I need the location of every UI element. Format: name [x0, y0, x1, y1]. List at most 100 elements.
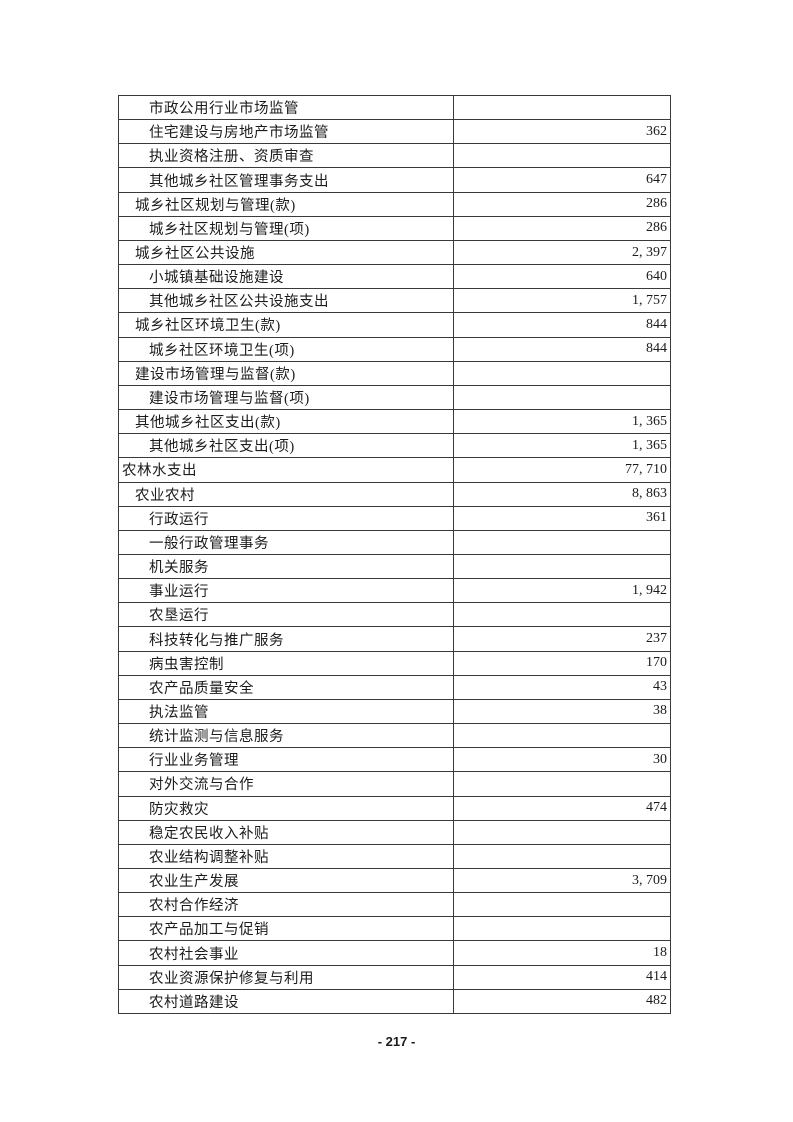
row-amount: 3, 709	[453, 869, 670, 893]
table-row: 城乡社区规划与管理(款) 286	[119, 192, 670, 217]
row-label: 行业业务管理	[149, 753, 239, 770]
row-amount: 474	[453, 796, 670, 820]
row-label: 病虫害控制	[149, 656, 224, 673]
row-label: 农村社会事业	[149, 946, 239, 963]
table-row: 科技转化与推广服务 237	[119, 627, 670, 652]
row-label: 防灾救灾	[149, 801, 209, 818]
row-amount	[453, 361, 670, 385]
row-amount	[453, 917, 670, 941]
row-amount: 482	[453, 989, 670, 1013]
row-amount: 77, 710	[453, 458, 670, 482]
budget-expenditure-table: 市政公用行业市场监管 住宅建设与房地产市场监管 362 执业资格注册、资质审查 其他城乡…	[118, 95, 671, 1014]
page-number: - 217 -	[377, 1034, 416, 1049]
row-amount: 640	[453, 265, 670, 289]
row-amount: 1, 942	[453, 579, 670, 603]
row-amount	[453, 144, 670, 168]
row-label: 城乡社区环境卫生(项)	[149, 342, 295, 359]
row-label: 农业结构调整补贴	[149, 849, 269, 866]
row-label: 其他城乡社区支出(款)	[135, 415, 281, 432]
row-label: 农业生产发展	[149, 874, 239, 891]
row-amount: 362	[453, 120, 670, 144]
row-amount	[453, 772, 670, 796]
table-row: 其他城乡社区管理事务支出 647	[119, 168, 670, 193]
table-row: 农村道路建设 482	[119, 989, 670, 1013]
row-label: 农垦运行	[149, 608, 209, 625]
row-label: 城乡社区规划与管理(项)	[149, 221, 310, 238]
table-row: 一般行政管理事务	[119, 530, 670, 555]
table-row: 建设市场管理与监督(款)	[119, 361, 670, 386]
row-amount: 38	[453, 699, 670, 724]
table-row: 行政运行 361	[119, 506, 670, 531]
row-amount	[453, 554, 670, 579]
table-row: 行业业务管理 30	[119, 748, 670, 773]
row-label: 农产品质量安全	[149, 680, 254, 697]
row-label: 科技转化与推广服务	[149, 632, 284, 649]
row-label: 农业农村	[135, 487, 195, 504]
table-row: 农林水支出 77, 710	[119, 458, 670, 483]
table-row: 其他城乡社区支出(款) 1, 365	[119, 410, 670, 435]
row-amount: 18	[453, 941, 670, 965]
row-amount: 844	[453, 337, 670, 361]
row-amount: 647	[453, 168, 670, 192]
table-row: 农产品质量安全 43	[119, 675, 670, 700]
row-amount: 1, 365	[453, 410, 670, 434]
table-row: 病虫害控制 170	[119, 651, 670, 676]
table-row: 其他城乡社区支出(项) 1, 365	[119, 434, 670, 459]
table-row: 稳定农民收入补贴	[119, 820, 670, 845]
row-amount	[453, 96, 670, 120]
table-row: 农村合作经济	[119, 893, 670, 918]
table-row: 农业生产发展 3, 709	[119, 869, 670, 894]
row-amount: 286	[453, 192, 670, 216]
row-label: 机关服务	[149, 560, 209, 577]
row-label: 农村道路建设	[149, 994, 239, 1011]
row-label: 稳定农民收入补贴	[149, 825, 269, 842]
row-label: 农村合作经济	[149, 898, 239, 915]
row-label: 农业资源保护修复与利用	[149, 970, 314, 987]
row-amount: 1, 365	[453, 434, 670, 458]
table-row: 农产品加工与促销	[119, 917, 670, 942]
row-label: 城乡社区环境卫生(款)	[135, 318, 281, 335]
row-amount: 43	[453, 675, 670, 699]
table-row: 执业资格注册、资质审查	[119, 144, 670, 169]
row-amount: 844	[453, 313, 670, 337]
row-label: 统计监测与信息服务	[149, 729, 284, 746]
table-row: 城乡社区规划与管理(项) 286	[119, 216, 670, 241]
row-amount	[453, 820, 670, 844]
row-amount: 170	[453, 651, 670, 675]
table-row: 农垦运行	[119, 603, 670, 628]
table-row: 事业运行 1, 942	[119, 579, 670, 604]
table-row: 对外交流与合作	[119, 772, 670, 797]
table-row: 城乡社区公共设施 2, 397	[119, 240, 670, 266]
row-label: 行政运行	[149, 511, 209, 528]
row-label: 城乡社区规划与管理(款)	[135, 197, 296, 214]
table-row: 农村社会事业 18	[119, 941, 670, 966]
row-amount	[453, 893, 670, 917]
table-row: 市政公用行业市场监管	[119, 96, 670, 121]
row-label: 农产品加工与促销	[149, 922, 269, 939]
row-label: 农林水支出	[122, 463, 197, 480]
row-label: 执业资格注册、资质审查	[149, 149, 314, 166]
table-row: 执法监管 38	[119, 699, 670, 725]
row-amount	[453, 844, 670, 868]
row-amount: 237	[453, 627, 670, 651]
row-label: 对外交流与合作	[149, 777, 254, 794]
row-amount: 2, 397	[453, 240, 670, 265]
row-label: 小城镇基础设施建设	[149, 270, 284, 287]
row-amount	[453, 385, 670, 410]
table-row: 城乡社区环境卫生(项) 844	[119, 337, 670, 362]
table-row: 机关服务	[119, 554, 670, 580]
row-amount	[453, 603, 670, 627]
table-row: 农业结构调整补贴	[119, 844, 670, 869]
row-amount	[453, 724, 670, 748]
row-amount: 8, 863	[453, 482, 670, 506]
row-label: 建设市场管理与监督(项)	[149, 390, 310, 407]
table-row: 农业资源保护修复与利用 414	[119, 965, 670, 990]
row-label: 其他城乡社区管理事务支出	[149, 173, 329, 190]
row-label: 市政公用行业市场监管	[149, 101, 299, 118]
table-row: 防灾救灾 474	[119, 796, 670, 821]
row-amount: 1, 757	[453, 289, 670, 313]
row-label: 其他城乡社区公共设施支出	[149, 294, 329, 311]
table-row: 其他城乡社区公共设施支出 1, 757	[119, 289, 670, 314]
table-row: 小城镇基础设施建设 640	[119, 265, 670, 290]
